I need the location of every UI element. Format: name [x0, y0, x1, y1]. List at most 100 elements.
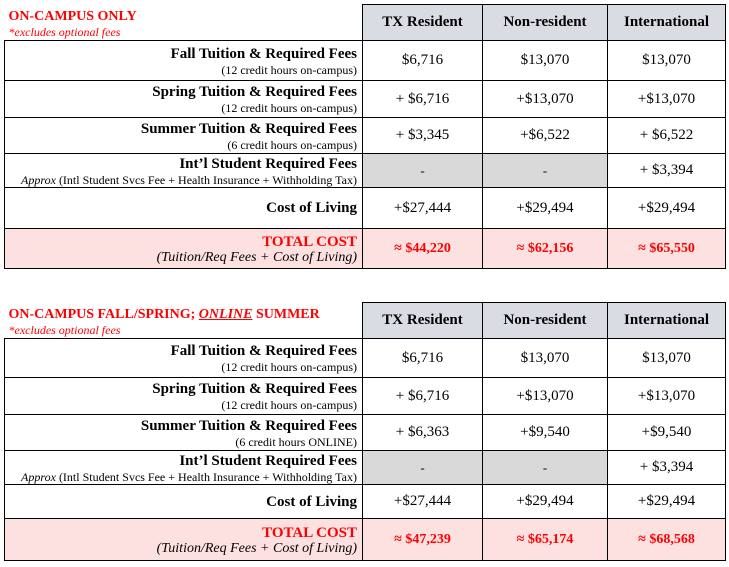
cell-non-resident: +$13,070	[482, 377, 608, 415]
section-header: ON-CAMPUS ONLY *excludes optional fees	[5, 5, 363, 41]
cell-non-resident: -	[482, 450, 608, 485]
cell-non-resident: +$29,494	[482, 187, 608, 229]
table-row-spring: Spring Tuition & Required Fees (12 credi…	[4, 80, 726, 118]
column-header-tx-resident: TX Resident	[362, 4, 483, 41]
row-label-sub: (Tuition/Req Fees + Cost of Living)	[156, 540, 357, 556]
table-row-intl-fees: Int’l Student Required Fees Approx (Intl…	[4, 450, 726, 485]
section-title-prefix: ON-CAMPUS FALL/SPRING;	[8, 306, 199, 322]
row-label: Spring Tuition & Required Fees (12 credi…	[4, 377, 363, 415]
row-label: Spring Tuition & Required Fees (12 credi…	[4, 80, 363, 118]
column-header-non-resident: Non-resident	[482, 302, 608, 339]
cell-tx-resident: $6,716	[362, 338, 483, 378]
row-label-main: Spring Tuition & Required Fees	[152, 381, 357, 397]
cell-tx-resident: ≈ $44,220	[362, 228, 483, 269]
cell-international: + $3,394	[607, 153, 726, 188]
cell-international: +$13,070	[607, 377, 726, 415]
table-row-spring: Spring Tuition & Required Fees (12 credi…	[4, 377, 726, 415]
cell-tx-resident: + $6,716	[362, 80, 483, 118]
row-label-sub: (12 credit hours on-campus)	[221, 398, 357, 412]
table-row-total: TOTAL COST (Tuition/Req Fees + Cost of L…	[4, 228, 726, 269]
table-row-summer: Summer Tuition & Required Fees (6 credit…	[4, 117, 726, 154]
row-label: Fall Tuition & Required Fees (12 credit …	[4, 338, 363, 378]
section-header: ON-CAMPUS FALL/SPRING; ONLINE SUMMER *ex…	[5, 303, 363, 339]
row-label: Summer Tuition & Required Fees (6 credit…	[4, 414, 363, 451]
cell-non-resident: -	[482, 153, 608, 188]
section-note: *excludes optional fees	[8, 322, 121, 337]
row-label-sub-text: (Intl Student Svcs Fee + Health Insuranc…	[55, 172, 357, 187]
row-label: Fall Tuition & Required Fees (12 credit …	[4, 40, 363, 81]
table-row-total: TOTAL COST (Tuition/Req Fees + Cost of L…	[4, 518, 726, 561]
cell-non-resident: +$29,494	[482, 484, 608, 519]
row-label-main: Fall Tuition & Required Fees	[170, 45, 357, 62]
row-label-sub: (Tuition/Req Fees + Cost of Living)	[156, 249, 357, 265]
cell-tx-resident: + $6,716	[362, 377, 483, 415]
section-note: *excludes optional fees	[8, 24, 121, 39]
cell-international: ≈ $65,550	[607, 228, 726, 269]
table-row-cost-of-living: Cost of Living +$27,444 +$29,494 +$29,49…	[4, 484, 726, 519]
row-label: Cost of Living	[4, 187, 363, 229]
column-header-tx-resident: TX Resident	[362, 302, 483, 339]
cell-international: +$29,494	[607, 187, 726, 229]
row-label-sub: Approx (Intl Student Svcs Fee + Health I…	[5, 470, 357, 484]
row-label: Summer Tuition & Required Fees (6 credit…	[4, 117, 363, 154]
column-header-non-resident: Non-resident	[482, 4, 608, 41]
section-title-suffix: SUMMER	[252, 306, 320, 322]
row-label: Int’l Student Required Fees Approx (Intl…	[4, 153, 363, 188]
row-label-main: Summer Tuition & Required Fees	[140, 417, 357, 434]
section-title-emphasis: ONLINE	[198, 306, 253, 322]
cell-tx-resident: + $3,345	[362, 117, 483, 154]
cell-international: + $6,522	[607, 117, 726, 154]
row-label-main: Cost of Living	[266, 493, 357, 510]
row-label-sub: (6 credit hours on-campus)	[227, 137, 357, 152]
table-row-fall: Fall Tuition & Required Fees (12 credit …	[4, 40, 726, 81]
row-label-sub-prefix: Approx	[21, 469, 56, 484]
section-title: ON-CAMPUS FALL/SPRING; ONLINE SUMMER	[9, 306, 363, 323]
table-row-intl-fees: Int’l Student Required Fees Approx (Intl…	[4, 153, 726, 188]
row-label-main: Cost of Living	[266, 200, 357, 216]
row-label-main: Summer Tuition & Required Fees	[140, 120, 357, 137]
cell-international: + $3,394	[607, 450, 726, 485]
cell-non-resident: +$9,540	[482, 414, 608, 451]
cell-non-resident: ≈ $62,156	[482, 228, 608, 269]
row-label: Cost of Living	[4, 484, 363, 519]
row-label: TOTAL COST (Tuition/Req Fees + Cost of L…	[4, 228, 363, 269]
row-label: TOTAL COST (Tuition/Req Fees + Cost of L…	[4, 518, 363, 561]
row-label-sub: Approx (Intl Student Svcs Fee + Health I…	[5, 173, 357, 187]
cost-table-on-campus: ON-CAMPUS ONLY *excludes optional fees T…	[4, 4, 726, 269]
row-label-sub-text: (Intl Student Svcs Fee + Health Insuranc…	[55, 469, 357, 484]
cell-non-resident: $13,070	[482, 40, 608, 81]
row-label-sub: (12 credit hours on-campus)	[221, 101, 357, 115]
row-label: Int’l Student Required Fees Approx (Intl…	[4, 450, 363, 485]
cell-non-resident: +$6,522	[482, 117, 608, 154]
cell-tx-resident: +$27,444	[362, 187, 483, 229]
cell-tx-resident: -	[362, 450, 483, 485]
cell-international: $13,070	[607, 338, 726, 378]
table-row-cost-of-living: Cost of Living +$27,444 +$29,494 +$29,49…	[4, 187, 726, 229]
column-header-international: International	[607, 4, 726, 41]
row-label-main: Int’l Student Required Fees	[179, 452, 357, 469]
table-row-summer: Summer Tuition & Required Fees (6 credit…	[4, 414, 726, 451]
cell-international: +$9,540	[607, 414, 726, 451]
cell-tx-resident: +$27,444	[362, 484, 483, 519]
cell-tx-resident: $6,716	[362, 40, 483, 81]
cell-international: +$29,494	[607, 484, 726, 519]
row-label-main: Int’l Student Required Fees	[179, 155, 357, 172]
cell-international: $13,070	[607, 40, 726, 81]
cell-tx-resident: + $6,363	[362, 414, 483, 451]
cell-tx-resident: -	[362, 153, 483, 188]
cell-international: ≈ $68,568	[607, 518, 726, 561]
table-row-fall: Fall Tuition & Required Fees (12 credit …	[4, 338, 726, 378]
cell-non-resident: ≈ $65,174	[482, 518, 608, 561]
cell-tx-resident: ≈ $47,239	[362, 518, 483, 561]
section-title: ON-CAMPUS ONLY	[8, 8, 137, 24]
row-label-main: Fall Tuition & Required Fees	[170, 343, 357, 359]
row-label-main: Spring Tuition & Required Fees	[152, 84, 357, 100]
row-label-sub: (12 credit hours on-campus)	[221, 360, 357, 374]
row-label-sub: (12 credit hours on-campus)	[221, 62, 357, 77]
cost-table-online-summer: ON-CAMPUS FALL/SPRING; ONLINE SUMMER *ex…	[4, 302, 726, 561]
cell-international: +$13,070	[607, 80, 726, 118]
cell-non-resident: $13,070	[482, 338, 608, 378]
cell-non-resident: +$13,070	[482, 80, 608, 118]
row-label-main: TOTAL COST	[262, 524, 357, 541]
row-label-main: TOTAL COST	[262, 233, 357, 250]
